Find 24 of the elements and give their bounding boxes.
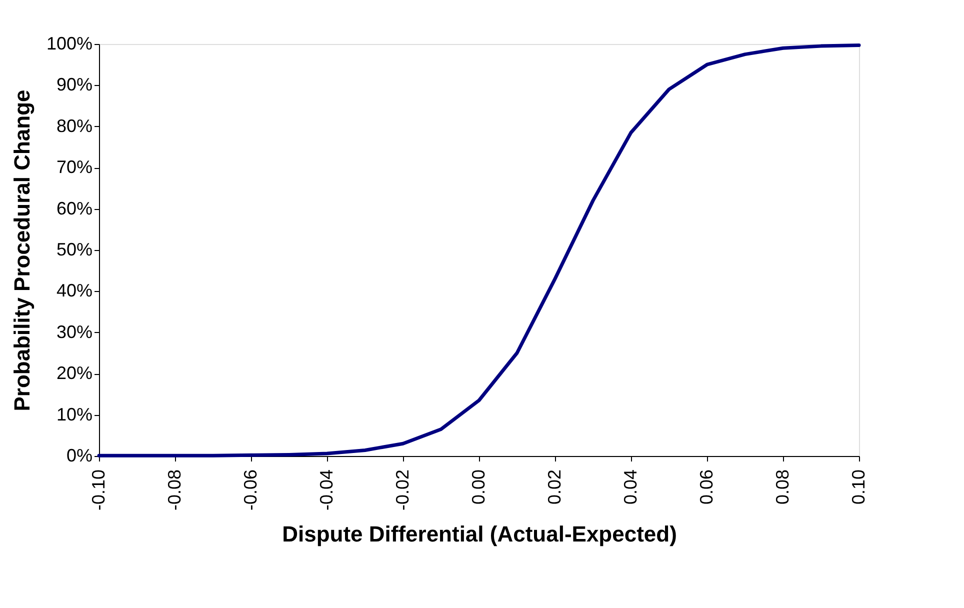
y-tick-label: 90%	[56, 74, 92, 95]
y-tick-label: 70%	[56, 157, 92, 178]
x-tick-label: 0.10	[848, 470, 868, 505]
x-tick-label: -0.08	[164, 470, 184, 511]
y-tick-label: 30%	[56, 322, 92, 342]
y-tick-label: 60%	[56, 198, 92, 218]
x-tick-label: -0.02	[392, 470, 412, 511]
x-tick-label: -0.10	[88, 470, 108, 511]
y-tick-label: 100%	[46, 34, 92, 54]
y-tick-label: 80%	[56, 116, 92, 136]
y-axis-title: Probability Procedural Change	[9, 90, 34, 412]
y-tick-label: 0%	[66, 446, 92, 466]
y-tick-label: 50%	[56, 240, 92, 260]
x-tick-label: 0.04	[620, 470, 640, 505]
x-axis-title: Dispute Differential (Actual-Expected)	[282, 522, 677, 547]
x-tick-label: 0.02	[544, 470, 564, 505]
y-tick-label: 10%	[56, 404, 92, 424]
x-tick-label: -0.06	[240, 470, 260, 511]
y-tick-label: 40%	[56, 280, 92, 301]
y-tick-label: 20%	[56, 363, 92, 384]
x-tick-label: 0.08	[772, 470, 792, 505]
x-tick-label: 0.00	[468, 470, 488, 505]
x-tick-label: 0.06	[696, 470, 716, 505]
x-tick-label: -0.04	[316, 470, 336, 511]
